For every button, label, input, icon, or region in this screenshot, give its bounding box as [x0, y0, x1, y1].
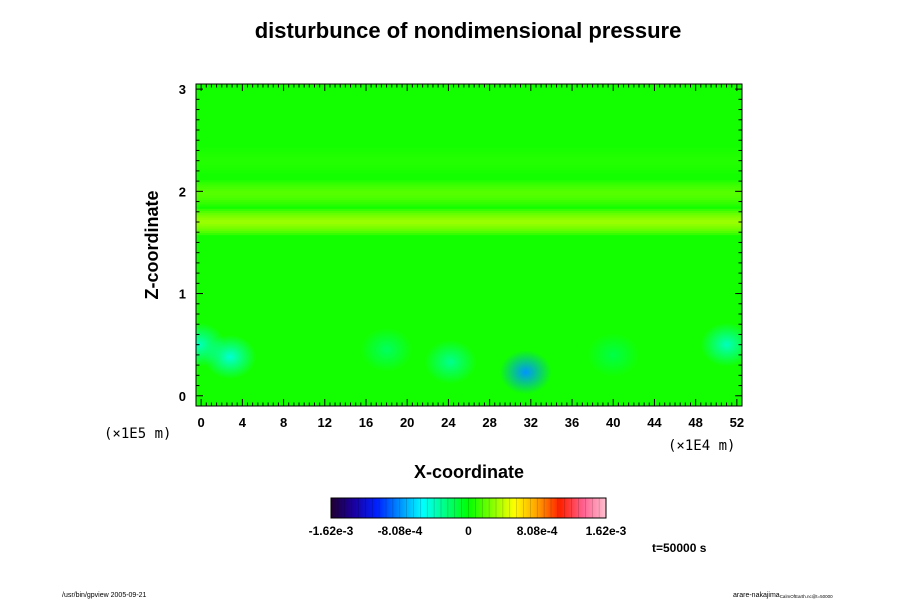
heatmap-field	[196, 84, 742, 406]
x-tick-label: 20	[400, 415, 414, 430]
band-layer	[196, 180, 742, 207]
footer-right-sub: CalmOfEarth.nc@t=50000	[780, 594, 833, 599]
x-tick-label: 4	[239, 415, 247, 430]
x-tick-label: 12	[318, 415, 332, 430]
x-tick-label: 0	[198, 415, 205, 430]
disturbance-blob	[587, 332, 640, 377]
colorbar-tick-label: -8.08e-4	[378, 524, 423, 538]
x-tick-label: 48	[688, 415, 702, 430]
band-layer	[196, 219, 742, 225]
x-tick-labels: 0 4 8 12 16 20 24 28 32 36 40 44 48 52	[198, 415, 745, 430]
footer-right-main: arare-nakajima	[733, 592, 780, 599]
band-layer	[196, 213, 742, 231]
y-axis-label: Z-coordinate	[142, 190, 162, 299]
x-tick-label: 16	[359, 415, 373, 430]
x-tick-label: 40	[606, 415, 620, 430]
chart-title: disturbunce of nondimensional pressure	[255, 18, 682, 43]
x-tick-label: 28	[482, 415, 496, 430]
band-layer	[196, 154, 742, 168]
time-label: t=50000 s	[652, 541, 707, 555]
x-unit-label: (×1E4 m)	[668, 438, 735, 454]
heatmap-bands	[196, 147, 742, 236]
band-layer	[196, 151, 742, 170]
colorbar: -1.62e-3 -8.08e-4 0 8.08e-4 1.62e-3	[309, 497, 627, 538]
colorbar-tick-label: 0	[465, 524, 472, 538]
colorbar-gradient	[331, 498, 606, 518]
disturbance-blob	[196, 322, 226, 367]
band-layer	[196, 156, 742, 166]
y-tick-label: 2	[179, 184, 186, 199]
footer-left: /usr/bin/gpview 2005-09-21	[62, 592, 147, 599]
y-unit-label: (×1E5 m)	[104, 426, 171, 442]
band-layer	[196, 217, 742, 227]
band-layer	[196, 191, 742, 196]
band-layer	[196, 182, 742, 205]
x-tick-label: 36	[565, 415, 579, 430]
x-tick-label: 44	[647, 415, 662, 430]
colorbar-tick-label: 1.62e-3	[586, 524, 627, 538]
footer-right: arare-nakajimaCalmOfEarth.nc@t=50000	[733, 592, 833, 599]
band-layer	[196, 184, 742, 203]
colorbar-frame	[330, 497, 607, 519]
x-axis-label: X-coordinate	[414, 462, 524, 482]
heatmap-blobs	[196, 322, 742, 395]
y-tick-labels: 0 1 2 3	[179, 82, 186, 404]
disturbance-blob	[424, 340, 477, 385]
colorbar-tick-label: -1.62e-3	[309, 524, 354, 538]
band-layer	[196, 188, 742, 198]
band-layer	[196, 158, 742, 163]
x-tick-label: 52	[730, 415, 744, 430]
colorbar-stripes	[337, 498, 600, 518]
band-layer	[196, 147, 742, 174]
y-tick-label: 0	[179, 389, 186, 404]
band-layer	[196, 211, 742, 233]
band-layer	[196, 215, 742, 229]
disturbance-blob	[360, 327, 413, 372]
colorbar-tick-labels: -1.62e-3 -8.08e-4 0 8.08e-4 1.62e-3	[309, 524, 627, 538]
band-layer	[196, 186, 742, 200]
colorbar-tick-label: 8.08e-4	[517, 524, 558, 538]
x-tick-label: 32	[524, 415, 538, 430]
x-tick-label: 24	[441, 415, 456, 430]
band-layer	[196, 208, 742, 236]
disturbance-blob	[499, 350, 552, 395]
band-layer	[196, 149, 742, 172]
axis-ticks	[195, 84, 743, 406]
y-tick-label: 3	[179, 82, 186, 97]
x-tick-label: 8	[280, 415, 287, 430]
disturbance-blob	[700, 322, 742, 367]
y-tick-label: 1	[179, 287, 186, 302]
